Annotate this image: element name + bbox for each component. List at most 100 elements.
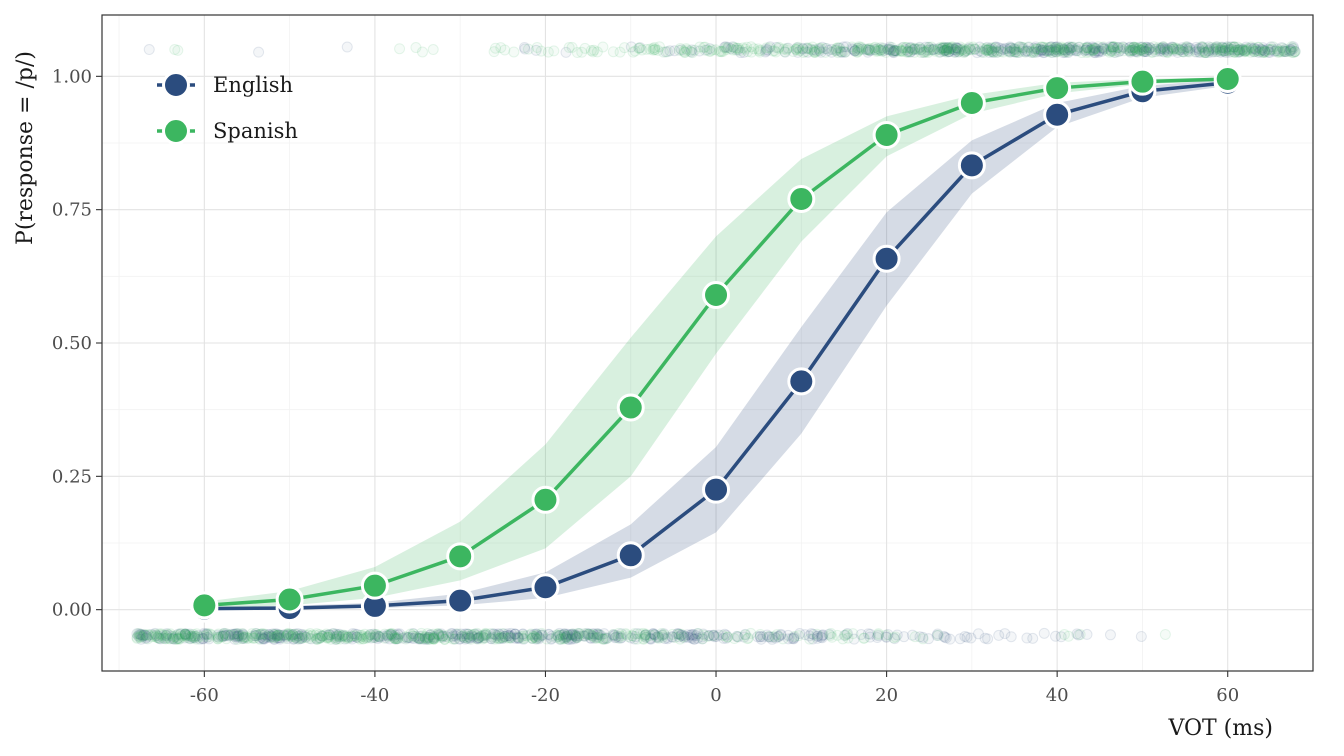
- raw-response-point: [171, 633, 183, 645]
- raw-response-point: [236, 633, 248, 645]
- raw-response-point: [1150, 43, 1162, 55]
- raw-response-point: [180, 630, 192, 642]
- raw-response-point: [252, 629, 264, 641]
- raw-response-point: [871, 632, 883, 644]
- raw-response-point: [1265, 44, 1277, 56]
- raw-response-point: [812, 630, 824, 642]
- raw-response-point: [1028, 46, 1040, 58]
- raw-response-point: [958, 47, 970, 59]
- raw-response-point: [1083, 45, 1095, 57]
- raw-response-point: [808, 45, 820, 57]
- raw-response-point: [697, 633, 709, 645]
- raw-response-point: [770, 41, 782, 53]
- raw-response-point: [649, 629, 661, 641]
- raw-response-point: [1215, 44, 1227, 56]
- raw-response-point: [578, 630, 590, 642]
- raw-response-point: [638, 633, 650, 645]
- x-tick-label: -40: [360, 685, 389, 706]
- raw-response-point: [1076, 47, 1088, 59]
- raw-response-point: [971, 47, 983, 59]
- raw-response-point: [1045, 41, 1057, 53]
- raw-response-point: [490, 631, 502, 643]
- raw-response-point: [634, 42, 646, 54]
- raw-response-point: [287, 629, 299, 641]
- raw-response-point: [174, 628, 186, 640]
- raw-response-point: [974, 45, 986, 57]
- raw-response-point: [1216, 41, 1228, 53]
- raw-response-point: [1008, 43, 1020, 55]
- raw-response-point: [1245, 46, 1257, 58]
- raw-response-point: [334, 631, 346, 643]
- raw-response-point: [212, 628, 224, 640]
- raw-response-point: [583, 628, 595, 640]
- raw-response-point: [493, 628, 505, 640]
- raw-response-point: [762, 44, 774, 56]
- raw-response-point: [587, 631, 599, 643]
- raw-response-point: [351, 631, 363, 643]
- raw-response-point: [1063, 630, 1075, 642]
- raw-response-point: [282, 628, 294, 640]
- raw-response-point: [1228, 46, 1240, 58]
- raw-response-point: [721, 44, 733, 56]
- raw-response-point: [715, 45, 727, 57]
- raw-response-point: [494, 633, 506, 645]
- raw-response-point: [947, 41, 959, 53]
- raw-response-point: [1257, 42, 1269, 54]
- raw-response-point: [240, 631, 252, 643]
- raw-response-point: [949, 43, 961, 55]
- raw-response-point: [779, 46, 791, 58]
- raw-response-point: [274, 633, 286, 645]
- raw-response-point: [184, 633, 196, 645]
- y-tick-label: 0.00: [52, 600, 92, 621]
- raw-response-point: [591, 631, 603, 643]
- raw-response-point: [986, 45, 998, 57]
- raw-response-point: [928, 43, 940, 55]
- raw-response-point: [1134, 41, 1146, 53]
- raw-response-point: [579, 42, 591, 54]
- raw-response-point: [260, 632, 272, 644]
- raw-response-point: [775, 628, 787, 640]
- raw-response-point: [936, 42, 948, 54]
- raw-response-point: [1211, 45, 1223, 57]
- raw-response-point: [487, 628, 499, 640]
- raw-response-point: [287, 629, 299, 641]
- raw-response-point: [1138, 46, 1150, 58]
- raw-response-point: [1030, 46, 1042, 58]
- raw-response-point: [1003, 46, 1015, 58]
- raw-response-point: [797, 47, 809, 59]
- raw-response-point: [559, 629, 571, 641]
- raw-response-point: [868, 42, 880, 54]
- raw-response-point: [1045, 46, 1057, 58]
- raw-response-point: [1093, 46, 1105, 58]
- raw-response-point: [168, 633, 180, 645]
- raw-response-point: [674, 42, 686, 54]
- raw-response-point: [872, 45, 884, 57]
- raw-response-point: [213, 631, 225, 643]
- raw-response-point: [140, 632, 152, 644]
- raw-response-point: [1136, 44, 1148, 56]
- raw-response-point: [921, 44, 933, 56]
- raw-response-point: [839, 46, 851, 58]
- raw-response-point: [686, 632, 698, 644]
- raw-response-point: [926, 44, 938, 56]
- raw-response-point: [306, 629, 318, 641]
- raw-response-point: [173, 632, 185, 644]
- raw-response-point: [561, 630, 573, 642]
- raw-response-point: [644, 43, 656, 55]
- raw-response-point: [1067, 41, 1079, 53]
- raw-response-point: [651, 631, 663, 643]
- raw-response-point: [959, 46, 971, 58]
- raw-response-point: [131, 628, 143, 640]
- raw-response-point: [858, 632, 870, 644]
- raw-response-point: [1104, 629, 1116, 641]
- raw-response-point: [939, 44, 951, 56]
- raw-response-point: [486, 631, 498, 643]
- raw-response-point: [678, 630, 690, 642]
- raw-response-point: [564, 629, 576, 641]
- raw-response-point: [465, 633, 477, 645]
- raw-response-point: [572, 627, 584, 639]
- raw-response-point: [300, 631, 312, 643]
- raw-response-point: [423, 631, 435, 643]
- raw-response-point: [648, 44, 660, 56]
- raw-response-point: [801, 42, 813, 54]
